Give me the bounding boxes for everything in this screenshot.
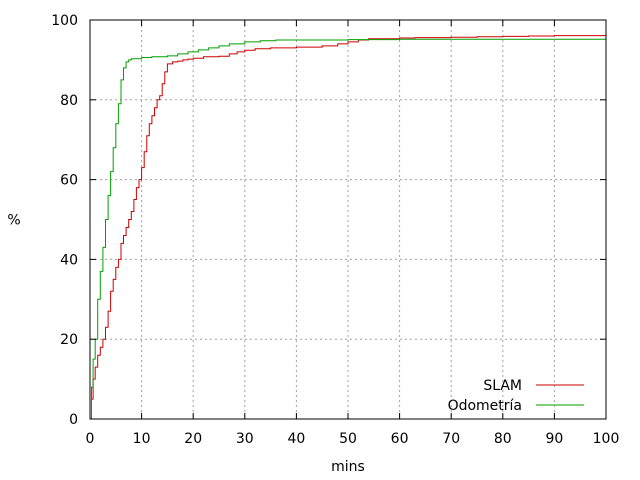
x-tick-label: 10: [133, 431, 151, 447]
y-axis-label: %: [7, 213, 20, 229]
series-line-slam: [90, 35, 606, 420]
legend-label: SLAM: [483, 378, 522, 394]
y-tick-label: 100: [51, 13, 78, 29]
x-axis-label: mins: [331, 459, 365, 475]
x-tick-label: 30: [236, 431, 254, 447]
grid-lines: [90, 20, 606, 419]
y-tick-label: 80: [60, 93, 78, 109]
x-tick-label: 100: [593, 431, 620, 447]
x-tick-label: 90: [545, 431, 563, 447]
y-tick-label: 40: [60, 252, 78, 268]
legend-label: Odometría: [448, 398, 522, 414]
x-tick-label: 50: [339, 431, 357, 447]
series-line-odometria: [90, 38, 606, 420]
x-tick-label: 60: [391, 431, 409, 447]
x-tick-label: 80: [494, 431, 512, 447]
legend: SLAM Odometría: [448, 378, 584, 414]
y-tick-label: 60: [60, 173, 78, 189]
axis-ticks: 0 10 20 30 40 50 60 70 80 90 100 0 20 40 60 80 100: [51, 13, 619, 447]
x-tick-label: 0: [86, 431, 95, 447]
x-tick-label: 70: [442, 431, 460, 447]
plot-border: [89, 19, 607, 420]
x-tick-label: 20: [184, 431, 202, 447]
y-tick-label: 20: [60, 332, 78, 348]
series-layer: [90, 35, 606, 420]
x-tick-label: 40: [287, 431, 305, 447]
y-tick-label: 0: [69, 412, 78, 428]
